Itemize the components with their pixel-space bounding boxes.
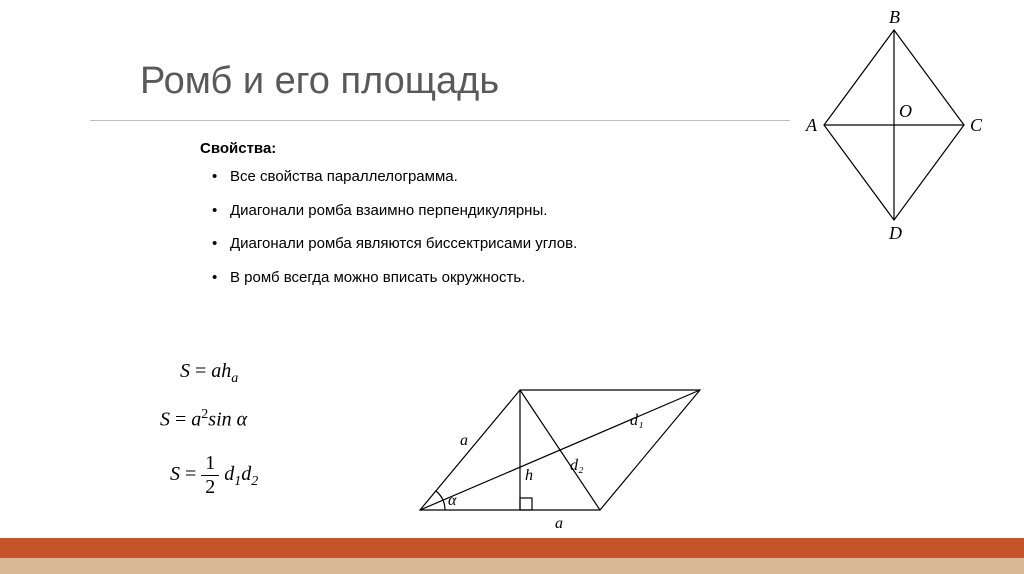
side-a-bottom-label: a <box>555 515 563 530</box>
side-a-top-label: a <box>460 432 468 449</box>
vertex-b-label: B <box>889 7 900 27</box>
formula-sub: a <box>231 371 238 386</box>
vertex-c-label: C <box>970 115 983 135</box>
height-h-label: h <box>525 467 533 484</box>
formula-rhs: ah <box>211 360 231 382</box>
list-item: Все свойства параллелограмма. <box>230 167 577 187</box>
footer-bars <box>0 538 1024 574</box>
formula-lhs: S <box>180 360 190 382</box>
diag-d2-label: d₂ <box>570 457 584 474</box>
title-underline <box>90 120 790 121</box>
footer-bar-top <box>0 538 1024 558</box>
angle-alpha-label: α <box>448 492 457 509</box>
formula-d2-sub: 2 <box>251 474 258 489</box>
list-item: Диагонали ромба взаимно перпендикулярны. <box>230 201 577 221</box>
list-item: Диагонали ромба являются биссектрисами у… <box>230 234 577 254</box>
formula-d2: d <box>241 463 251 485</box>
properties-heading: Свойства: <box>200 140 577 157</box>
vertex-d-label: D <box>888 223 902 243</box>
fraction-num: 1 <box>201 452 219 476</box>
properties-list: Все свойства параллелограмма. Диагонали … <box>200 167 577 287</box>
formula-fraction: 1 2 <box>201 452 219 499</box>
parallelogram-diagram: a a d₁ d₂ h α <box>400 370 720 530</box>
slide-title: Ромб и его площадь <box>140 60 499 103</box>
footer-bar-bottom <box>0 558 1024 574</box>
formula-area-height: S = aha <box>180 360 258 387</box>
vertex-a-label: A <box>805 115 818 135</box>
fraction-den: 2 <box>201 476 219 499</box>
formulas-block: S = aha S = a2sin α S = 1 2 d1d2 <box>180 360 258 519</box>
formula-trig: sin <box>208 409 236 431</box>
formula-d1: d <box>224 463 234 485</box>
formula-area-sin: S = a2sin α <box>160 407 258 432</box>
formula-base: a <box>191 409 201 431</box>
properties-block: Свойства: Все свойства параллелограмма. … <box>200 140 577 301</box>
diag-d1-label: d₁ <box>630 412 644 429</box>
formula-lhs: S <box>170 463 180 485</box>
formula-angle: α <box>237 409 248 431</box>
center-o-label: O <box>899 101 912 121</box>
list-item: В ромб всегда можно вписать окружность. <box>230 268 577 288</box>
formula-area-diag: S = 1 2 d1d2 <box>170 452 258 499</box>
rhombus-diagram: A B C D O <box>794 5 994 245</box>
formula-lhs: S <box>160 409 170 431</box>
